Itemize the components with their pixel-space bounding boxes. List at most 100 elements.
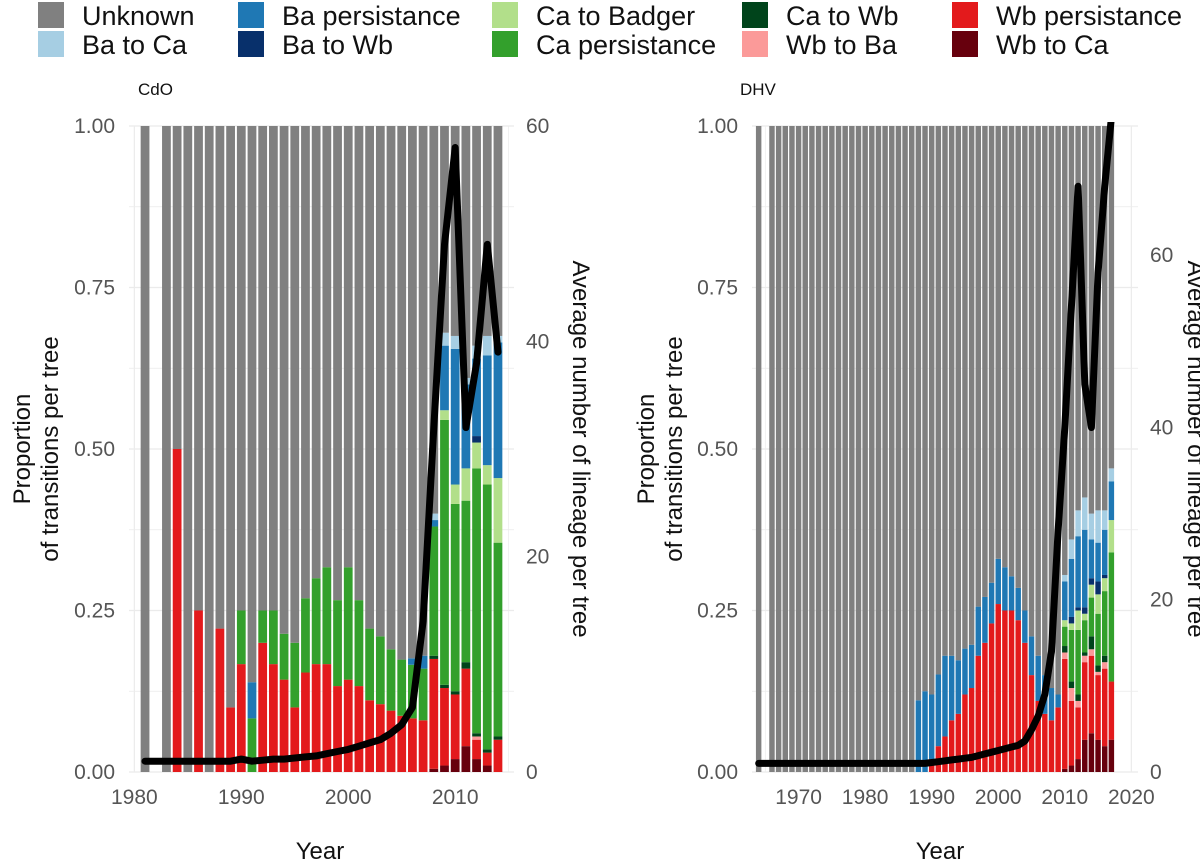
bar-segment-wb-pers: [1082, 662, 1088, 740]
x-tick-label: 2020: [1108, 786, 1155, 809]
bar-segment-ba-pers: [1075, 536, 1081, 608]
bar-segment-ba-pers: [962, 648, 968, 695]
bar-segment-ca-badger: [472, 442, 481, 469]
bar-segment-unknown: [908, 126, 915, 772]
y-tick-label-right: 20: [1150, 589, 1173, 612]
bar-segment-ba-wb: [1068, 616, 1075, 624]
bar-segment-ba-ca: [450, 335, 460, 349]
facet-title: DHV: [740, 80, 777, 99]
bar-segment-unknown: [968, 126, 975, 645]
bar-segment-unknown: [1028, 126, 1035, 637]
y-axis-title-left: Proportionof transitions per tree: [633, 336, 688, 561]
bar-segment-unknown: [962, 126, 968, 649]
bar-segment-unknown: [1055, 126, 1061, 695]
bar-segment-ca-pers: [343, 567, 353, 680]
bar-segment-wb-pers: [236, 664, 246, 772]
bar-segment-ba-pers: [968, 644, 975, 689]
bar-segment-ba-pers: [982, 596, 988, 643]
x-tick-label: 1980: [111, 786, 158, 809]
bar-segment-unknown: [889, 126, 895, 772]
bar-segment-wb-pers: [450, 694, 460, 760]
bar-segment-wb-pers: [1075, 707, 1081, 760]
bar-segment-ba-ca: [429, 513, 439, 521]
bar-segment-wb-ba: [1101, 662, 1108, 669]
bar-segment-unknown: [875, 126, 882, 772]
bar-segment-unknown: [1035, 126, 1041, 656]
bar-segment-unknown: [1048, 126, 1055, 689]
bar-segment-unknown: [822, 126, 828, 772]
bar-segment-wb-pers: [418, 720, 428, 772]
bar-segment-ba-wb: [1082, 607, 1088, 614]
bar-segment-wb-ca: [450, 759, 460, 772]
bar-segment-unknown: [365, 126, 375, 629]
bar-segment-wb-pers: [942, 736, 948, 772]
bar-segment-ca-wb: [1075, 694, 1081, 701]
bar-segment-wb-pers: [1095, 675, 1101, 740]
bar-segment-wb-pers: [301, 672, 310, 772]
bar-segment-ca-pers: [258, 610, 268, 643]
bar-segment-unknown: [226, 126, 235, 708]
legend-label-ca-persistance: Ca persistance: [536, 30, 716, 60]
bar-segment-ba-ca: [1101, 510, 1108, 530]
bar-segment-ca-pers: [1095, 613, 1101, 666]
bar-segment-wb-pers: [440, 688, 449, 766]
bar-segment-wb-pers: [365, 700, 375, 772]
bar-segment-ca-wb: [1082, 652, 1088, 656]
bar-segment-wb-pers: [982, 642, 988, 772]
bar-segment-ca-badger: [1075, 610, 1081, 630]
bar-segment-ca-badger: [1101, 578, 1108, 592]
y-axis-title-left-line-2: of transitions per tree: [661, 336, 688, 561]
bar-segment-wb-pers: [955, 713, 962, 772]
bar-segment-ba-wb: [1075, 607, 1081, 611]
bar-segment-wb-pers: [962, 694, 968, 772]
legend-key-ba-persistance: [238, 2, 264, 28]
bar-segment-wb-pers: [333, 686, 342, 772]
bar-segment-wb-ca: [1068, 765, 1075, 772]
y-tick-label-right: 60: [526, 115, 549, 138]
bar-segment-wb-pers: [386, 710, 396, 772]
bar-segment-unknown: [1008, 126, 1015, 577]
bar-segment-ba-pers: [1048, 688, 1055, 721]
bar-segment-unknown: [1015, 126, 1021, 588]
bar-segment-ca-pers: [301, 598, 310, 673]
bar-segment-unknown: [1042, 126, 1048, 676]
y-tick-label-left: 0.00: [697, 761, 738, 784]
bar-segment-ca-pers: [279, 633, 289, 680]
bar-segment-unknown: [935, 126, 942, 675]
bar-segment-wb-pers: [1101, 668, 1108, 747]
bar-segment-ba-pers: [1108, 481, 1115, 521]
legend-key-wb-to-ca: [952, 31, 978, 57]
bar-segment-ba-pers: [1022, 610, 1028, 643]
legend-label-wb-persistance: Wb persistance: [996, 1, 1182, 31]
bar-segment-unknown: [755, 126, 762, 772]
y-axis-title-left-line-1: Proportion: [9, 394, 36, 505]
bar-segment-ba-pers: [1035, 655, 1041, 701]
bar-segment-ca-wb: [1068, 681, 1075, 689]
bar-segment-ca-wb: [429, 655, 439, 659]
bar-segment-unknown: [408, 126, 417, 659]
bar-segment-ba-pers: [942, 655, 948, 737]
x-axis: 1970 1980 1990 2000 2010 2020: [775, 786, 1154, 809]
y-axis-right: 0 20 40 60: [1150, 244, 1173, 784]
bar-segment-ba-ca: [1108, 468, 1115, 482]
bar-segment-ba-ca: [482, 335, 492, 356]
bar-segment-unknown: [386, 126, 396, 650]
bar-segment-ba-ca: [1068, 539, 1075, 559]
bar-segment-ca-pers: [1101, 591, 1108, 656]
bar-segment-unknown: [418, 126, 428, 656]
bar-segment-ba-ca: [1075, 510, 1081, 537]
bar-segment-ba-pers: [472, 358, 481, 437]
bar-segment-ca-badger: [450, 484, 460, 504]
bar-segment-ba-ca: [1088, 513, 1095, 540]
x-tick-label: 1970: [775, 786, 822, 809]
y-axis-title-right: Average number of lineage per tree: [1182, 260, 1200, 637]
bar-segment-wb-pers: [1042, 713, 1048, 772]
y-axis-title-right: Average number of lineage per tree: [567, 260, 594, 637]
bar-segment-wb-ba: [472, 736, 481, 740]
bar-segment-wb-pers: [311, 664, 321, 772]
legend-key-wb-to-ba: [742, 31, 768, 57]
bar-segment-wb-pers: [1108, 681, 1115, 740]
y-tick-label-left: 1.00: [74, 115, 115, 138]
x-tick-label: 2010: [1041, 786, 1088, 809]
